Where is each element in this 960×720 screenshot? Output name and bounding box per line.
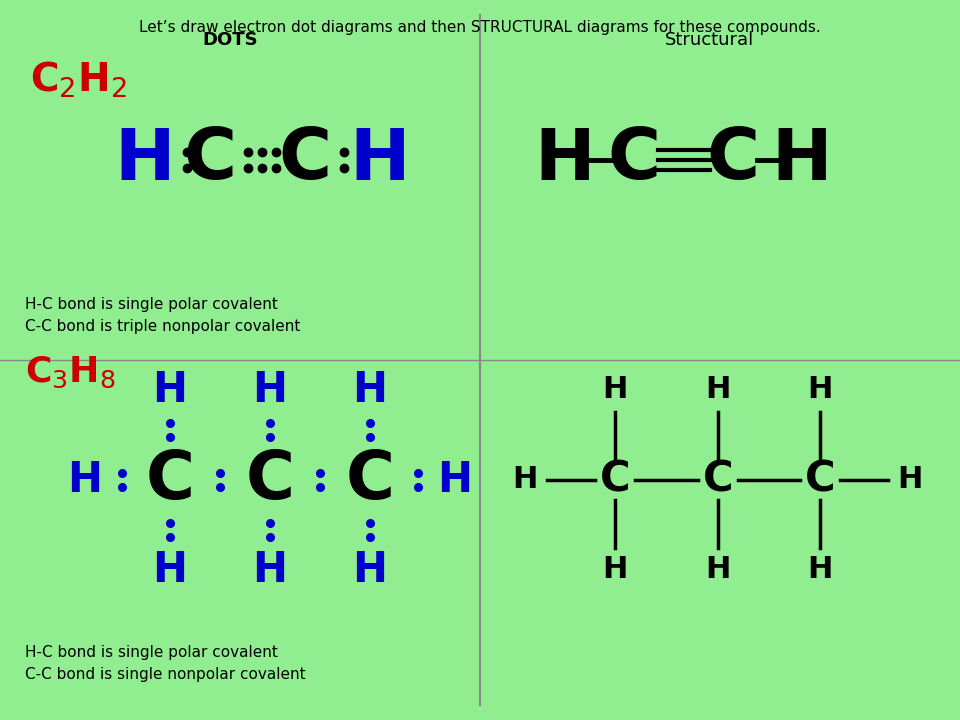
Text: C$_2$H$_2$: C$_2$H$_2$ [30,60,127,100]
Text: H: H [252,369,287,411]
Text: C: C [703,459,733,501]
Text: H: H [706,556,731,585]
Text: H: H [513,466,538,495]
Text: C$_3$H$_8$: C$_3$H$_8$ [25,354,116,390]
Text: H-C bond is single polar covalent: H-C bond is single polar covalent [25,297,277,312]
Text: Structural: Structural [665,31,755,49]
Text: H: H [807,376,832,405]
Text: Let’s draw electron dot diagrams and then STRUCTURAL diagrams for these compound: Let’s draw electron dot diagrams and the… [139,20,821,35]
Text: H: H [153,549,187,591]
Text: C: C [346,447,395,513]
Text: H: H [772,125,832,194]
Text: H: H [352,369,388,411]
Text: H: H [602,376,628,405]
Text: C: C [146,447,195,513]
Text: H: H [153,369,187,411]
Text: H: H [352,549,388,591]
Text: DOTS: DOTS [203,31,258,49]
Text: H: H [349,125,410,194]
Text: C: C [278,125,331,194]
Text: H: H [602,556,628,585]
Text: C-C bond is triple nonpolar covalent: C-C bond is triple nonpolar covalent [25,320,300,335]
Text: H: H [807,556,832,585]
Text: C: C [707,125,759,194]
Text: H: H [535,125,595,194]
Text: H: H [438,459,472,501]
Text: C: C [183,125,236,194]
Text: H: H [706,376,731,405]
Text: H: H [115,125,176,194]
Text: C: C [804,459,835,501]
Text: H: H [252,549,287,591]
Text: H: H [67,459,103,501]
Text: C: C [600,459,631,501]
Text: C-C bond is single nonpolar covalent: C-C bond is single nonpolar covalent [25,667,305,682]
Text: C: C [246,447,295,513]
Text: H: H [898,466,923,495]
Text: H-C bond is single polar covalent: H-C bond is single polar covalent [25,644,277,660]
Text: C: C [608,125,660,194]
